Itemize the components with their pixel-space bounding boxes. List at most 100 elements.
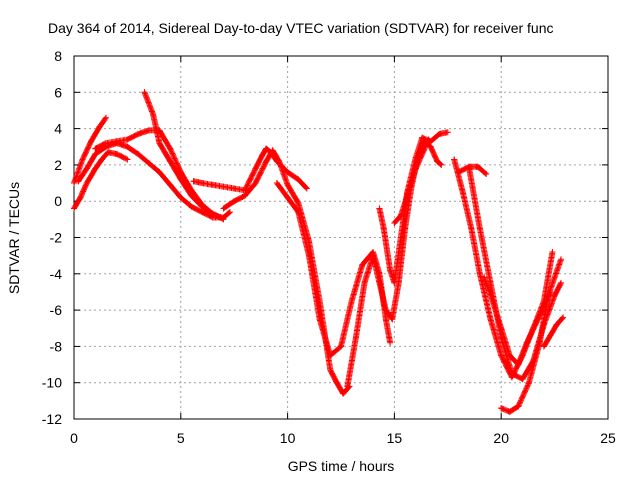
data-point [438,161,445,168]
data-point [551,292,558,299]
data-point [412,165,419,172]
data-point [391,279,398,286]
data-point [220,183,227,190]
x-tick-label: 20 [493,430,509,446]
series-arc-7 [220,147,353,397]
series-marker-trail [376,129,450,286]
data-point [506,408,513,415]
data-point [75,178,82,185]
data-point [209,210,216,217]
data-series [71,89,567,415]
data-point [199,203,206,210]
data-point [498,405,505,412]
data-point [455,169,462,176]
data-point [444,129,451,136]
data-point [96,123,103,130]
data-point [553,321,560,328]
y-axis-label: SDTVAR / TECUs [6,182,22,294]
data-point [434,158,441,165]
data-point [382,307,389,314]
data-point [316,316,323,323]
data-point [389,316,396,323]
data-point [220,205,227,212]
data-point [547,332,554,339]
data-point [387,339,394,346]
data-point [532,321,539,328]
data-point [498,325,505,332]
data-point [425,136,432,143]
data-point [258,152,265,159]
data-point [295,209,302,216]
data-point [519,376,526,383]
data-point [333,379,340,386]
y-tick-label: -4 [50,266,63,282]
y-tick-label: 2 [54,157,62,173]
data-point [476,225,483,232]
data-point [476,270,483,277]
data-point [145,127,152,134]
data-point [252,165,259,172]
data-point [523,339,530,346]
data-point [549,249,556,256]
data-point [188,203,195,210]
data-point [397,234,404,241]
y-tick-label: -6 [50,302,63,318]
data-point [77,194,84,201]
data-point [241,192,248,199]
data-point [506,352,513,359]
data-point [231,198,238,205]
data-point [156,140,163,147]
y-tick-label: 4 [54,121,62,137]
y-tick-label: -2 [50,230,63,246]
y-tick-label: -10 [42,375,62,391]
data-point [167,158,174,165]
data-point [295,176,302,183]
data-point [167,181,174,188]
data-point [190,178,197,185]
data-point [141,89,148,96]
data-point [303,185,310,192]
x-tick-label: 5 [177,430,185,446]
data-point [113,138,120,145]
data-point [397,212,404,219]
data-point [466,163,473,170]
data-point [376,279,383,286]
data-point [252,180,259,187]
data-point [98,156,105,163]
series-arc-15 [455,163,490,177]
data-point [380,225,387,232]
data-point [560,314,567,321]
data-point [103,140,110,147]
data-point [209,181,216,188]
data-point [295,200,302,207]
series-arc-5 [141,89,225,221]
chart-title: Day 364 of 2014, Sidereal Day-to-day VTE… [48,20,554,36]
x-tick-label: 0 [70,430,78,446]
data-point [419,151,426,158]
series-arc-2 [71,149,131,212]
data-point [218,214,225,221]
data-point [540,343,547,350]
data-point [188,192,195,199]
data-point [391,219,398,226]
data-point [167,145,174,152]
data-point [156,169,163,176]
y-tick-label: 6 [54,84,62,100]
data-point [150,111,157,118]
data-point [177,176,184,183]
y-tick-label: -12 [42,411,62,427]
y-tick-label: 0 [54,193,62,209]
data-point [71,180,77,187]
data-point [145,160,152,167]
data-point [83,180,90,187]
data-point [231,185,238,192]
data-point [177,194,184,201]
data-point [361,279,368,286]
x-tick-label: 10 [280,430,296,446]
data-point [558,279,565,286]
data-point [113,151,120,158]
data-point [263,145,270,152]
data-point [135,151,142,158]
data-point [103,114,110,121]
